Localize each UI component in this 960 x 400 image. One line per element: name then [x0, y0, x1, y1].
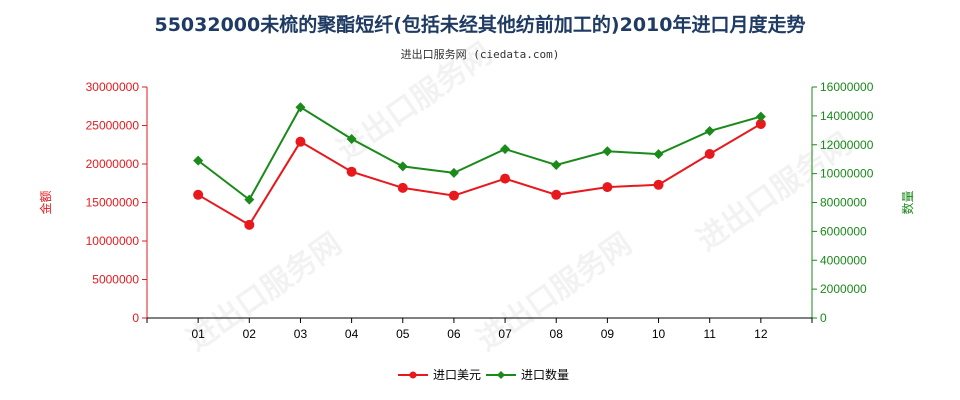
- series-2-point: [346, 133, 357, 144]
- series-1-point: [551, 189, 562, 200]
- right-tick-label: 14000000: [820, 109, 874, 123]
- series-2-point: [500, 144, 511, 155]
- right-tick-label: 10000000: [820, 167, 874, 181]
- x-tick-label: 01: [191, 327, 205, 341]
- left-tick-label: 25000000: [86, 119, 140, 133]
- chart-subtitle: 进出口服务网 (ciedata.com): [400, 48, 560, 61]
- series-2-point: [551, 159, 562, 170]
- x-tick-label: 02: [243, 327, 257, 341]
- x-tick-label: 05: [396, 327, 410, 341]
- right-axis-label: 数量: [900, 190, 915, 214]
- series-2-point: [704, 126, 715, 137]
- legend-marker-2: [497, 371, 505, 379]
- legend-label-2: 进口数量: [521, 367, 569, 382]
- right-tick-label: 2000000: [820, 282, 867, 296]
- series-2-point: [448, 167, 459, 178]
- left-axis-label: 金额: [38, 190, 53, 214]
- x-tick-label: 10: [652, 327, 666, 341]
- series-1-point: [295, 136, 306, 147]
- right-tick-label: 6000000: [820, 224, 867, 238]
- left-tick-label: 30000000: [86, 80, 140, 94]
- left-tick-label: 20000000: [86, 157, 140, 171]
- series-line-2: [197, 105, 762, 202]
- series-1-point: [500, 173, 511, 184]
- series-1-point: [346, 166, 357, 177]
- left-tick-label: 15000000: [86, 196, 140, 210]
- left-tick-label: 10000000: [86, 234, 140, 248]
- watermark-text: 进出口服务网: [331, 36, 499, 168]
- legend: 进口美元 进口数量: [398, 367, 569, 382]
- x-tick-label: 04: [345, 327, 359, 341]
- series-2-point: [602, 146, 613, 157]
- series-2-point: [244, 194, 255, 205]
- x-tick-label: 03: [294, 327, 308, 341]
- series-1-point: [602, 182, 613, 193]
- x-tick-label: 09: [601, 327, 615, 341]
- series-1-point: [755, 118, 766, 129]
- series-2-point: [755, 111, 766, 122]
- right-tick-label: 12000000: [820, 138, 874, 152]
- series-1-point: [653, 179, 664, 190]
- chart-title: 55032000未梳的聚酯短纤(包括未经其他纺前加工的)2010年进口月度走势: [154, 14, 806, 36]
- left-tick-label: 0: [132, 311, 139, 325]
- series-2-point: [653, 149, 664, 160]
- series-1-point: [704, 148, 715, 159]
- series-1-point: [397, 182, 408, 193]
- legend-label-1: 进口美元: [433, 368, 481, 382]
- x-tick-label: 08: [550, 327, 564, 341]
- x-tick-label: 12: [754, 327, 768, 341]
- series-1-point: [244, 219, 255, 230]
- x-tick-label: 11: [703, 327, 716, 341]
- series-line-1: [197, 123, 762, 227]
- series-2-point: [397, 161, 408, 172]
- right-tick-label: 16000000: [820, 80, 874, 94]
- legend-marker-1: [409, 371, 417, 379]
- plot-layer: [193, 102, 766, 230]
- right-tick-label: 8000000: [820, 196, 867, 210]
- series-1-point: [448, 190, 459, 201]
- right-tick-label: 4000000: [820, 253, 867, 267]
- left-tick-label: 5000000: [92, 273, 139, 287]
- x-tick-label: 07: [498, 327, 512, 341]
- watermark-text: 进出口服务网: [181, 226, 349, 358]
- series-2-point: [295, 102, 306, 113]
- series-1-point: [193, 189, 204, 200]
- right-tick-label: 0: [820, 311, 827, 325]
- series-2-point: [193, 155, 204, 166]
- axes-layer: 0500000010000000150000002000000025000000…: [38, 80, 915, 341]
- x-tick-label: 06: [447, 327, 461, 341]
